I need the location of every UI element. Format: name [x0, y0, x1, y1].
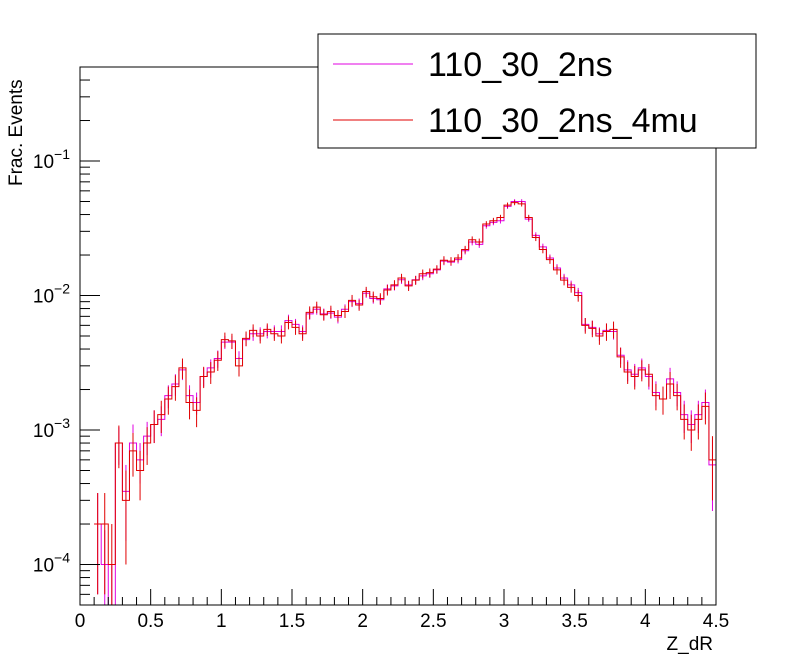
- y-tick-label: 10−2: [33, 281, 70, 308]
- x-tick-label: 3.5: [561, 611, 587, 632]
- x-tick-label: 2.5: [420, 611, 446, 632]
- x-tick-label: 4.5: [703, 611, 729, 632]
- x-tick-label: 1: [216, 611, 227, 632]
- legend-box: [317, 33, 757, 149]
- x-axis-title: Z_dR: [667, 634, 713, 655]
- y-axis-title: Frac. Events: [6, 79, 27, 186]
- legend: 110_30_2ns 110_30_2ns_4mu: [317, 33, 757, 149]
- x-tick-label: 0: [75, 611, 86, 632]
- x-tick-label: 2: [357, 611, 368, 632]
- series-2: [94, 200, 716, 605]
- x-tick-label: 1.5: [279, 611, 305, 632]
- legend-label-series-1: 110_30_2ns: [428, 46, 613, 84]
- series-layer: [94, 199, 716, 606]
- x-tick-label: 3: [499, 611, 510, 632]
- y-tick-label: 10−3: [33, 415, 70, 442]
- tick-labels: 0 0.5 1 1.5 2 2.5 3 3.5 4 4.5 10−4 10−3 10−2 10−1: [33, 146, 729, 632]
- y-tick-label: 10−4: [33, 550, 70, 577]
- series-line: [94, 202, 716, 566]
- legend-label-series-2: 110_30_2ns_4mu: [428, 102, 698, 140]
- x-tick-label: 4: [640, 611, 651, 632]
- x-tick-label: 0.5: [137, 611, 163, 632]
- axis-ticks: [79, 66, 717, 606]
- y-tick-label: 10−1: [33, 146, 70, 173]
